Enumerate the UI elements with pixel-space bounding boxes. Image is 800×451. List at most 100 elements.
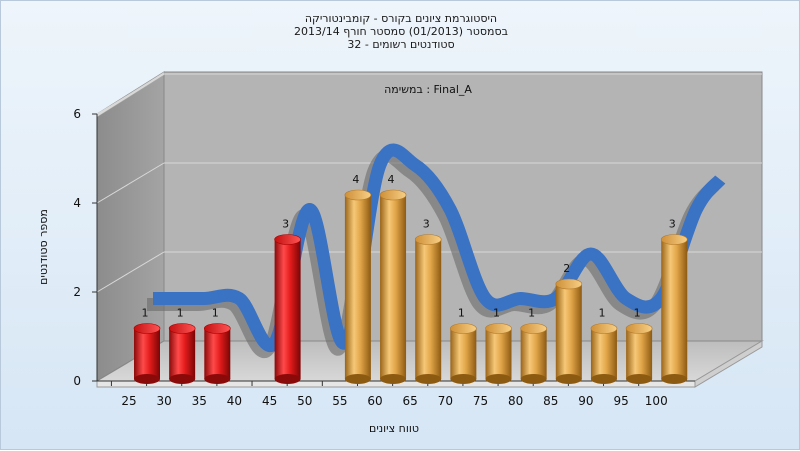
title-line-3: סטודנטים רשומים - 32 (347, 38, 454, 51)
data-label-35: 1 (212, 307, 219, 320)
bar-base (344, 374, 371, 384)
title-line-2: בסמסטר (01/2013) סמסטר חורף 2013/14 (294, 25, 508, 38)
data-label-30: 1 (177, 307, 184, 320)
bar-body (380, 195, 407, 379)
bar-body (450, 328, 477, 379)
bar-top (485, 323, 512, 334)
x-tick-label: 95 (613, 394, 628, 408)
bar-base (450, 374, 477, 384)
data-label-80: 1 (528, 307, 535, 320)
chart-title: היסטוגרמת ציונים בקורס - קומבינטוריקה בס… (294, 12, 508, 51)
x-tick-label: 80 (508, 394, 523, 408)
bar-85 (555, 278, 583, 384)
bar-body (344, 195, 371, 379)
bar-top (625, 323, 653, 334)
x-axis-title: טווח ציונים (369, 422, 419, 435)
bar-95 (625, 323, 653, 384)
x-tick-label: 60 (367, 394, 382, 408)
bar-45 (274, 234, 301, 384)
data-label-55: 4 (352, 173, 359, 186)
x-tick-label: 45 (262, 394, 277, 408)
bar-top (555, 278, 583, 290)
bar-body (661, 239, 688, 379)
y-tick-label: 6 (73, 107, 81, 121)
bar-body (274, 239, 301, 379)
bar-top (379, 189, 407, 201)
bar-body (485, 328, 512, 379)
bar-top (168, 323, 196, 334)
bar-65 (414, 234, 442, 384)
bars (133, 189, 688, 384)
bar-body (590, 328, 617, 379)
bar-base (626, 374, 653, 384)
data-label-75: 1 (493, 307, 500, 320)
bar-base (485, 374, 512, 384)
bar-top (450, 323, 477, 334)
bar-55 (344, 189, 372, 384)
trend-curve (147, 143, 726, 359)
x-tick-label: 65 (403, 394, 418, 408)
grid-line (96, 73, 165, 115)
x-axis: 25 30 35 40 45 50 55 60 65 70 75 80 85 90 95 100 (97, 380, 695, 408)
grid-line (96, 251, 165, 293)
bar-base (204, 374, 231, 384)
bar-base (661, 374, 688, 384)
x-tick-label: 70 (438, 394, 453, 408)
bar-base (380, 374, 407, 384)
data-label-70: 1 (458, 307, 465, 320)
data-label-85: 2 (563, 262, 570, 275)
bar-body (555, 284, 582, 379)
data-label-90: 1 (598, 307, 605, 320)
x-tick-label: 90 (578, 394, 593, 408)
bar-top (133, 323, 161, 334)
bar-body (169, 328, 196, 379)
right-edge (694, 340, 763, 388)
bar-body (204, 328, 231, 379)
x-tick-label: 50 (297, 394, 312, 408)
bar-top (590, 323, 618, 334)
trend-curve-shadow (147, 149, 720, 359)
bar-body (134, 328, 160, 379)
bar-top (414, 234, 442, 245)
bar-35 (204, 323, 231, 384)
x-tick-label: 35 (192, 394, 207, 408)
bar-70 (450, 323, 477, 384)
bar-top (204, 323, 231, 334)
title-line-1: היסטוגרמת ציונים בקורס - קומבינטוריקה (305, 12, 497, 25)
y-axis: 0 2 4 6 (73, 107, 98, 388)
data-label-65: 3 (423, 218, 430, 231)
bar-60 (379, 189, 407, 384)
bar-75 (485, 323, 512, 384)
bar-top (660, 234, 688, 245)
bar-top (344, 189, 372, 201)
bar-25 (133, 323, 161, 384)
bar-base (590, 374, 617, 384)
bar-base (415, 374, 442, 384)
bar-body (520, 328, 547, 379)
data-labels: 1 1 1 3 4 4 3 1 1 1 2 1 1 3 (142, 173, 676, 320)
bar-90 (590, 323, 618, 384)
bar-body (626, 328, 653, 379)
y-tick-label: 4 (73, 196, 81, 210)
bar-body (415, 239, 442, 379)
y-tick-label: 0 (73, 374, 81, 388)
x-tick-label: 75 (473, 394, 488, 408)
grid-line (96, 162, 165, 204)
bar-80 (520, 323, 547, 384)
data-label-95: 1 (634, 307, 641, 320)
x-tick-label: 40 (227, 394, 242, 408)
bar-base (134, 374, 160, 384)
inner-label: במשימה : Final_A (384, 83, 472, 96)
bar-base (555, 374, 582, 384)
data-label-60: 4 (388, 173, 395, 186)
y-tick-label: 2 (73, 285, 81, 299)
x-tick-label: 25 (121, 394, 136, 408)
data-label-100: 3 (669, 218, 676, 231)
bar-30 (168, 323, 196, 384)
y-axis-title: מספר סטודנטים (37, 209, 50, 285)
data-label-25: 1 (142, 307, 149, 320)
data-label-45: 3 (282, 218, 289, 231)
x-tick-label: 85 (543, 394, 558, 408)
x-tick-label: 55 (332, 394, 347, 408)
